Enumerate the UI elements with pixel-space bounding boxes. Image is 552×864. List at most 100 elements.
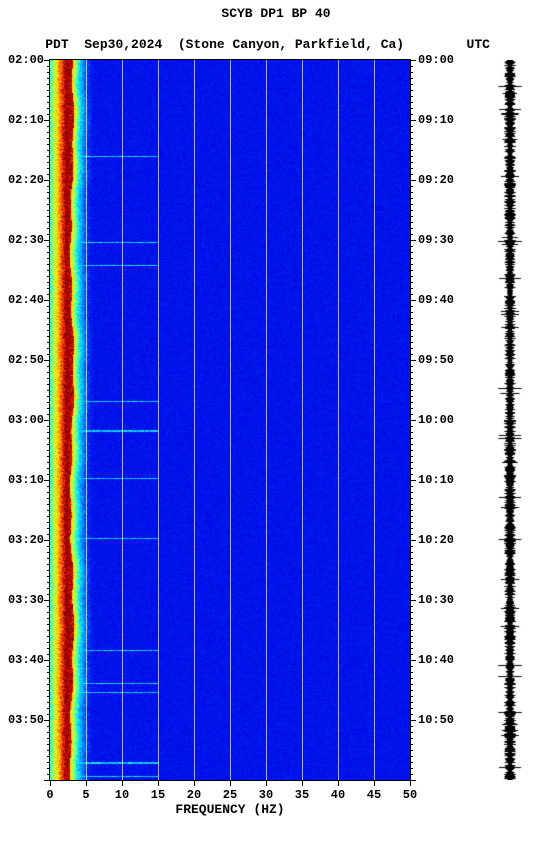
y-tick-minor-left [47, 330, 50, 331]
y-tick-minor-left [47, 636, 50, 637]
y-tick-minor-left [47, 186, 50, 187]
y-label-right: 09:40 [418, 293, 454, 307]
y-tick-major-right [410, 480, 416, 481]
y-tick-minor-left [47, 384, 50, 385]
y-tick-minor-left [47, 354, 50, 355]
y-label-right: 09:10 [418, 113, 454, 127]
y-tick-minor-left [47, 516, 50, 517]
y-tick-minor-left [47, 432, 50, 433]
y-tick-minor-right [410, 306, 413, 307]
y-tick-minor-left [47, 672, 50, 673]
sp3 [404, 37, 466, 52]
y-tick-minor-right [410, 252, 413, 253]
y-tick-minor-right [410, 750, 413, 751]
x-label: 35 [295, 788, 309, 802]
y-tick-minor-right [410, 486, 413, 487]
y-tick-minor-right [410, 336, 413, 337]
y-tick-minor-right [410, 324, 413, 325]
y-tick-minor-left [47, 408, 50, 409]
y-tick-major-right [410, 300, 416, 301]
y-tick-minor-right [410, 90, 413, 91]
y-tick-minor-left [47, 714, 50, 715]
y-tick-minor-left [47, 390, 50, 391]
y-tick-minor-left [47, 756, 50, 757]
y-tick-minor-left [47, 588, 50, 589]
page: SCYB DP1 BP 40 PDT Sep30,2024 (Stone Can… [0, 0, 552, 864]
y-tick-minor-right [410, 102, 413, 103]
y-tick-minor-right [410, 216, 413, 217]
y-tick-minor-right [410, 78, 413, 79]
y-label-right: 10:10 [418, 473, 454, 487]
y-tick-minor-right [410, 66, 413, 67]
y-tick-minor-right [410, 348, 413, 349]
y-tick-minor-left [47, 78, 50, 79]
y-tick-minor-right [410, 738, 413, 739]
y-tick-minor-right [410, 744, 413, 745]
y-tick-minor-left [47, 162, 50, 163]
y-tick-minor-left [47, 624, 50, 625]
y-tick-minor-left [47, 192, 50, 193]
spectrogram-canvas [50, 60, 410, 780]
y-tick-minor-right [410, 492, 413, 493]
y-label-right: 10:50 [418, 713, 454, 727]
y-tick-minor-left [47, 108, 50, 109]
y-tick-minor-right [410, 756, 413, 757]
y-tick-minor-right [410, 438, 413, 439]
y-tick-minor-left [47, 312, 50, 313]
y-label-left: 03:50 [0, 713, 44, 727]
y-tick-minor-right [410, 96, 413, 97]
y-tick-minor-right [410, 72, 413, 73]
y-label-left: 03:40 [0, 653, 44, 667]
x-tick [158, 780, 159, 786]
y-tick-minor-right [410, 516, 413, 517]
y-tick-minor-left [47, 318, 50, 319]
x-tick [302, 780, 303, 786]
y-tick-minor-left [47, 528, 50, 529]
y-tick-minor-left [47, 552, 50, 553]
x-tick [122, 780, 123, 786]
y-tick-minor-right [410, 84, 413, 85]
y-tick-minor-left [47, 72, 50, 73]
x-tick [50, 780, 51, 786]
y-tick-major-left [44, 660, 50, 661]
x-label: 25 [223, 788, 237, 802]
y-tick-minor-right [410, 456, 413, 457]
y-tick-minor-left [47, 744, 50, 745]
x-tick [374, 780, 375, 786]
y-tick-minor-right [410, 372, 413, 373]
y-tick-minor-right [410, 378, 413, 379]
y-tick-minor-right [410, 384, 413, 385]
y-tick-minor-left [47, 336, 50, 337]
x-tick [338, 780, 339, 786]
y-tick-minor-right [410, 768, 413, 769]
y-tick-minor-right [410, 150, 413, 151]
y-tick-minor-right [410, 144, 413, 145]
y-tick-minor-right [410, 390, 413, 391]
x-label: 40 [331, 788, 345, 802]
x-tick [230, 780, 231, 786]
x-tick [266, 780, 267, 786]
y-tick-minor-right [410, 450, 413, 451]
y-tick-major-right [410, 600, 416, 601]
y-tick-minor-right [410, 282, 413, 283]
y-tick-minor-left [47, 276, 50, 277]
y-tick-minor-right [410, 114, 413, 115]
y-tick-minor-right [410, 708, 413, 709]
y-label-right: 09:50 [418, 353, 454, 367]
y-tick-minor-right [410, 534, 413, 535]
y-tick-minor-right [410, 396, 413, 397]
y-tick-minor-right [410, 528, 413, 529]
y-tick-minor-left [47, 630, 50, 631]
y-tick-minor-left [47, 372, 50, 373]
y-tick-minor-left [47, 156, 50, 157]
y-tick-minor-right [410, 432, 413, 433]
y-tick-minor-right [410, 228, 413, 229]
y-tick-minor-left [47, 444, 50, 445]
y-tick-minor-left [47, 726, 50, 727]
y-label-right: 10:30 [418, 593, 454, 607]
date-label: Sep30,2024 [84, 37, 162, 52]
y-tick-minor-right [410, 366, 413, 367]
y-tick-minor-right [410, 126, 413, 127]
y-tick-minor-left [47, 684, 50, 685]
y-tick-minor-right [410, 138, 413, 139]
